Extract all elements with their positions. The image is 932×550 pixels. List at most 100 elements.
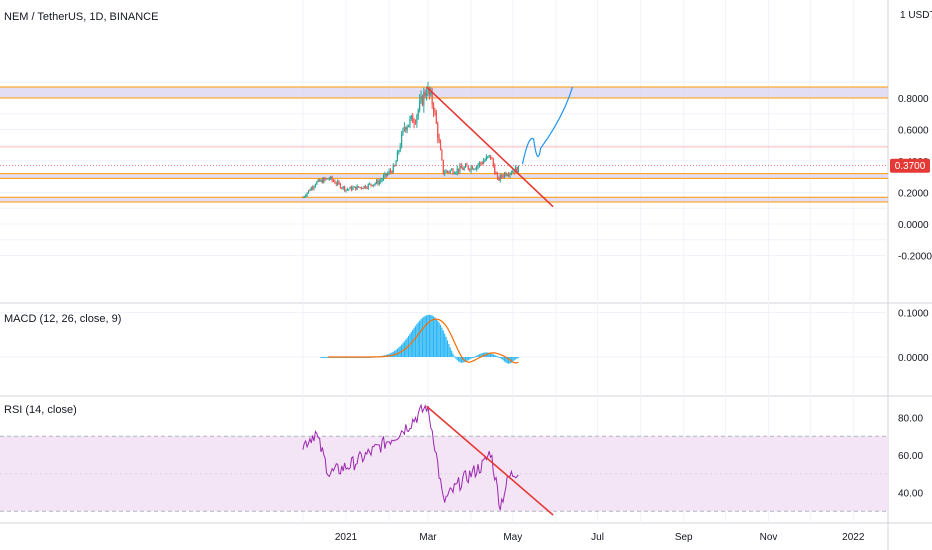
zone-box[interactable] bbox=[0, 173, 888, 179]
candle-body bbox=[453, 173, 456, 175]
candle-body bbox=[460, 165, 462, 169]
macd-histogram-bar bbox=[395, 349, 397, 357]
horizontal-zones[interactable] bbox=[0, 86, 888, 203]
candle-body bbox=[307, 190, 310, 193]
candle-body bbox=[426, 94, 428, 96]
candle-body bbox=[409, 118, 411, 125]
candle-body bbox=[305, 195, 307, 197]
macd-histogram-bar bbox=[421, 317, 424, 357]
rsi-line bbox=[302, 403, 519, 511]
candle-body bbox=[331, 176, 333, 181]
candle-body bbox=[375, 180, 378, 184]
macd-histogram-bar bbox=[499, 357, 501, 358]
macd-histogram-bar bbox=[430, 315, 432, 357]
price-trendline[interactable] bbox=[426, 86, 554, 208]
candle-body bbox=[442, 159, 444, 174]
candle-body bbox=[342, 186, 344, 188]
candle-body bbox=[388, 170, 390, 174]
drawings[interactable] bbox=[0, 86, 888, 516]
time-axis-tick-label: May bbox=[503, 532, 522, 543]
candle-body bbox=[402, 128, 404, 134]
candle-body bbox=[473, 168, 475, 170]
macd-histogram-bar bbox=[478, 354, 481, 357]
candle-body bbox=[364, 185, 367, 188]
candle-body bbox=[492, 159, 494, 166]
macd-histogram-bar bbox=[501, 357, 503, 360]
candle-body bbox=[313, 186, 315, 189]
candle-body bbox=[464, 165, 467, 168]
candle-body bbox=[302, 197, 304, 199]
candle-body bbox=[360, 187, 362, 189]
candle-body bbox=[482, 161, 485, 164]
candle-body bbox=[324, 178, 326, 180]
projection-path[interactable] bbox=[521, 86, 574, 165]
macd-signal-line bbox=[327, 318, 519, 364]
candle-body bbox=[517, 165, 519, 173]
macd-histogram-bar bbox=[452, 353, 454, 357]
macd-histogram-bar bbox=[427, 314, 429, 357]
macd-histogram-bar bbox=[437, 320, 439, 357]
candle-body bbox=[476, 166, 478, 169]
macd-histogram-bar bbox=[459, 357, 461, 363]
candle-body bbox=[323, 178, 325, 183]
candle-body bbox=[439, 141, 442, 151]
candle-body bbox=[318, 179, 321, 182]
macd-histogram-bar bbox=[410, 331, 412, 357]
macd-histogram-bar bbox=[442, 330, 444, 357]
candle-body bbox=[501, 175, 503, 177]
macd-panel bbox=[320, 314, 519, 364]
macd-histogram-bar bbox=[513, 357, 515, 361]
zone-box[interactable] bbox=[0, 197, 888, 202]
macd-histogram-bar bbox=[460, 357, 462, 363]
candle-body bbox=[494, 165, 496, 174]
candle-body bbox=[512, 171, 514, 173]
candle-body bbox=[449, 170, 451, 173]
candle-body bbox=[394, 165, 396, 167]
price-axis-tick-label: -0.2000 bbox=[898, 252, 932, 263]
candle-body bbox=[330, 176, 332, 179]
macd-histogram-bar bbox=[480, 353, 482, 357]
candle-body bbox=[503, 173, 506, 177]
macd-axis-tick-label: 0.1000 bbox=[898, 309, 929, 320]
candle-body bbox=[367, 184, 369, 188]
rsi-trendline[interactable] bbox=[426, 405, 554, 516]
candle-body bbox=[381, 179, 383, 181]
macd-histogram-bar bbox=[496, 356, 499, 358]
macd-histogram-bar bbox=[432, 316, 435, 357]
rsi-axis-tick-label: 60.00 bbox=[898, 451, 923, 462]
candle-body bbox=[477, 165, 479, 167]
macd-histogram-bar bbox=[464, 357, 467, 362]
candle-body bbox=[444, 172, 446, 174]
currency-label: 1 USDT bbox=[900, 10, 932, 21]
candle-body bbox=[362, 188, 364, 190]
candle-body bbox=[427, 87, 429, 95]
candle-body bbox=[332, 180, 335, 182]
candle-body bbox=[437, 123, 439, 139]
candle-body bbox=[405, 127, 407, 131]
candle-body bbox=[412, 115, 414, 123]
candle-body bbox=[514, 167, 517, 173]
candle-body bbox=[399, 146, 401, 151]
candle-body bbox=[435, 112, 437, 124]
candle-body bbox=[317, 179, 319, 182]
candle-body bbox=[366, 187, 368, 189]
candle-body bbox=[306, 192, 308, 196]
candle-body bbox=[374, 183, 376, 185]
macd-histogram-bar bbox=[323, 357, 325, 358]
candle-body bbox=[400, 133, 403, 147]
candlesticks bbox=[302, 81, 519, 199]
candle-body bbox=[441, 150, 443, 160]
candle-body bbox=[510, 172, 512, 174]
candle-body bbox=[451, 169, 453, 171]
candle-body bbox=[320, 179, 322, 182]
time-axis-tick-label: 2021 bbox=[335, 532, 358, 543]
candle-body bbox=[334, 181, 336, 184]
candle-body bbox=[469, 169, 471, 171]
candle-body bbox=[419, 100, 421, 110]
macd-histogram-bar bbox=[482, 352, 485, 357]
macd-histogram-bar bbox=[321, 357, 323, 358]
candle-body bbox=[431, 92, 433, 105]
candle-body bbox=[485, 156, 487, 161]
zone-box[interactable] bbox=[0, 86, 888, 98]
